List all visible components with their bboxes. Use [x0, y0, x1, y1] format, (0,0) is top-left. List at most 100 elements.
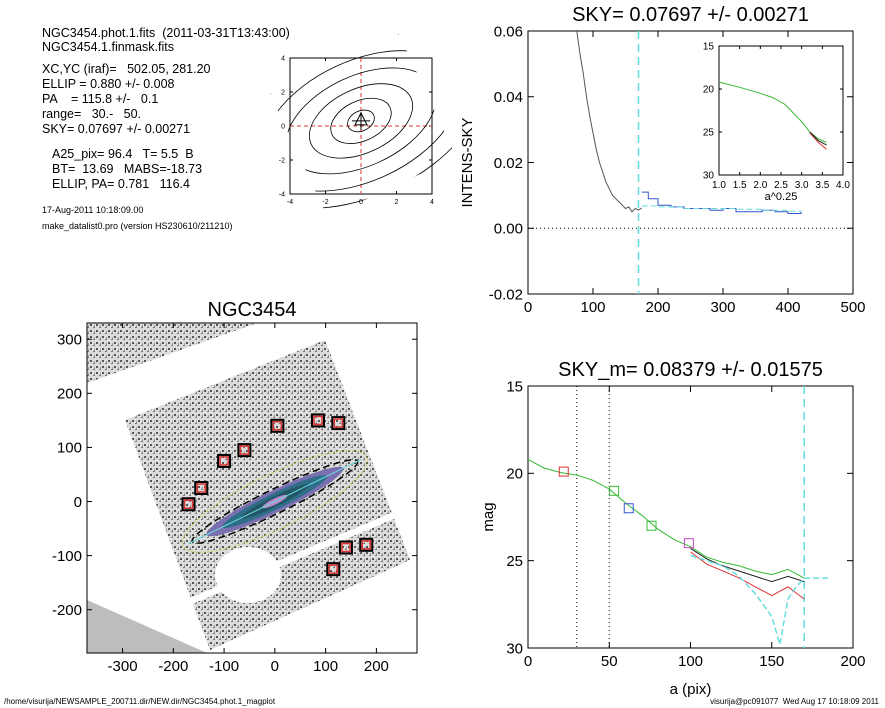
masked-star-box-inner — [272, 421, 283, 431]
image-upper-wedge — [87, 323, 257, 383]
mag-plot-ylabel: mag — [480, 502, 497, 531]
masked-star-box — [359, 537, 374, 552]
masked-star-box — [181, 497, 196, 512]
inset-series-line — [809, 132, 827, 150]
galaxy-ytick-label: 0 — [74, 494, 82, 511]
contour-plot-ytick-label: -4 — [279, 191, 285, 198]
contour-plot-xtick-label: 4 — [430, 199, 434, 206]
masked-star-box-inner — [219, 456, 229, 466]
contour-plot-ytick-label: 4 — [281, 55, 285, 62]
mag-plot-xtick-label: 50 — [601, 653, 618, 670]
galaxy-outer-ellipse — [181, 450, 368, 553]
header-program-line: make_datalist0.pro (version HS230610/211… — [42, 221, 233, 231]
galaxy-xtick-label: -200 — [158, 658, 188, 675]
mag-plot-ytick-label: 30 — [506, 640, 523, 657]
masked-star-box-inner — [341, 542, 351, 553]
masked-star-box-inner — [328, 564, 338, 574]
mag-plot-xtick-label: 0 — [524, 653, 532, 670]
mag-plot-xtick-label: 150 — [759, 653, 784, 670]
intens-plot-xtick-label: 400 — [775, 299, 800, 316]
inset-xtick-label: 1.5 — [733, 180, 747, 191]
mag-marker-box — [623, 503, 634, 514]
mag-marker-box — [683, 538, 694, 549]
image-mask-stripe — [185, 505, 410, 607]
header-file-line: NGC3454.phot.1.fits (2011-03-31T13:43:00… — [42, 26, 290, 40]
intens-plot-ytick-label: 0.00 — [494, 221, 523, 238]
galaxy-xtick-label: -300 — [108, 658, 138, 675]
inset-xtick-label: 3.5 — [815, 180, 829, 191]
mag-plot-xtick-label: 100 — [678, 653, 703, 670]
header-a25-line: A25_pix= 96.4 T= 5.5 B — [52, 147, 194, 161]
contour-plot-xtick-label: 0 — [359, 199, 363, 206]
mag-plot-ytick-label: 25 — [506, 553, 523, 570]
intens-plot-xtick-label: 500 — [840, 299, 865, 316]
contour-plot-ytick-label: 0 — [281, 123, 285, 130]
mag-series-line — [690, 554, 829, 645]
mag-plot-ytick-label: 15 — [506, 378, 523, 395]
inset-xtick-label: 4.0 — [836, 180, 850, 191]
header-range-line: range= 30.- 50. — [42, 107, 142, 121]
inset-xtick-label: 1.0 — [712, 180, 726, 191]
header-ellip-pa-line: ELLIP, PA= 0.781 116.4 — [52, 177, 190, 191]
inset-ytick-label: 30 — [703, 171, 715, 182]
galaxy-image-layer — [87, 323, 410, 653]
galaxy-xtick-label: 100 — [313, 658, 338, 675]
masked-star-box — [217, 453, 232, 468]
masked-star-box — [331, 416, 346, 431]
contour-line — [347, 109, 375, 133]
inset-ytick-label: 15 — [703, 42, 715, 53]
mag-plot-ytick-label: 20 — [506, 466, 523, 483]
header-date-line: 17-Aug-2011 10:18:09.00 — [42, 205, 144, 215]
galaxy-title: NGC3454 — [208, 299, 297, 321]
mag-plot-title: SKY_m= 0.08379 +/- 0.01575 — [558, 359, 823, 381]
intens-plot-xtick-label: 0 — [524, 299, 532, 316]
galaxy-frame — [86, 322, 418, 654]
masked-star-box — [326, 562, 341, 577]
mag-marker-box — [646, 520, 657, 531]
intens-plot-xtick-label: 100 — [580, 299, 605, 316]
intens-plot-title: SKY= 0.07697 +/- 0.00271 — [572, 4, 809, 26]
contour-plot-ytick-label: 2 — [281, 89, 285, 96]
contour-line — [330, 97, 392, 144]
inset-xtick-label: 2.0 — [753, 180, 767, 191]
footer-path: /home/visurija/NEWSAMPLE_200711.dir/NEW.… — [4, 697, 276, 706]
contour-line — [308, 83, 414, 159]
inset-axes: 1.0 1.5 2.0 2.5 3.0 3.5 4.0 15 20 25 30 — [703, 42, 851, 192]
masked-star-box — [237, 443, 252, 458]
galaxy-ytick-label: 200 — [57, 386, 82, 403]
contour-plot-xtick-label: -2 — [322, 199, 328, 206]
masked-star-box-inner — [361, 540, 371, 550]
inset-xtick-label: 3.0 — [795, 180, 809, 191]
mag-series-line — [690, 551, 805, 600]
inset-xtick-label: 2.5 — [774, 180, 788, 191]
inset-xlabel: a^0.25 — [765, 191, 798, 203]
mag-marker-box — [609, 485, 620, 496]
header-mask-line: NGC3454.1.finmask.fits — [42, 40, 174, 54]
intens-plot-ytick-label: 0.06 — [494, 23, 523, 40]
masked-star-box-inner — [239, 445, 250, 455]
galaxy-ytick-label: 300 — [57, 331, 82, 348]
header-center-line: XC,YC (iraf)= 502.05, 281.20 — [42, 62, 211, 76]
mag-series-line — [528, 458, 805, 579]
intens-plot-xtick-label: 200 — [645, 299, 670, 316]
inset-series-line — [718, 81, 827, 143]
contour-plot-xtick-label: -4 — [287, 199, 293, 206]
galaxy-axes: -300 -200 -100 0 100 200 -200 -100 0 100 200 300 — [52, 323, 417, 675]
header-bt-line: BT= 13.69 MABS=-18.73 — [52, 162, 203, 176]
galaxy-ytick-label: -100 — [52, 548, 82, 565]
galaxy-ytick-label: 100 — [57, 440, 82, 457]
image-lower-wedge — [87, 600, 207, 653]
intens-plot-ytick-label: -0.02 — [489, 286, 523, 303]
mag-plot-xtick-label: 200 — [840, 653, 865, 670]
intens-plot-axes: 0 100 200 300 400 500 -0.02 0.00 0.02 0.04 0.06 — [489, 23, 866, 316]
galaxy-major-axis — [188, 458, 362, 545]
inset-ytick-label: 20 — [703, 85, 715, 96]
masked-star-box — [338, 540, 353, 555]
masked-star-box — [270, 418, 285, 433]
contour-plot-ytick-label: -2 — [279, 157, 285, 164]
inset-ytick-label: 25 — [703, 128, 715, 139]
intens-plot-ytick-label: 0.04 — [494, 89, 523, 106]
masked-star-box-inner — [196, 483, 206, 493]
masked-star-box — [311, 413, 325, 428]
